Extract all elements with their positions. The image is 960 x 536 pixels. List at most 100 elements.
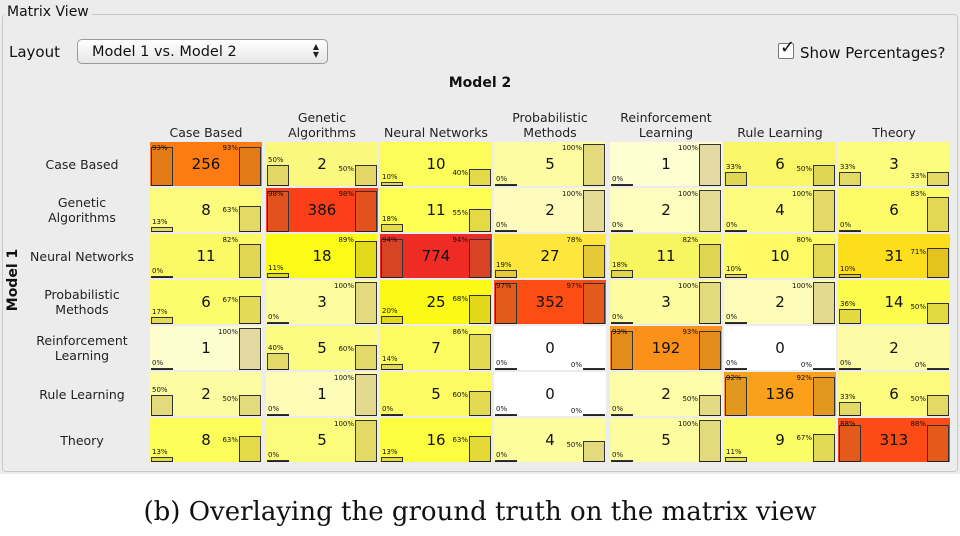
matrix-cell[interactable]: 0% 100% 5: [266, 418, 378, 462]
cell-count: 313: [879, 431, 909, 449]
matrix-cell[interactable]: 88% 88% 313: [838, 418, 950, 462]
matrix-cell[interactable]: 11% 67% 9: [724, 418, 836, 462]
matrix-cell[interactable]: 0% 100% 2: [494, 188, 606, 232]
left-percentage-label: 36%: [840, 300, 856, 308]
matrix-cell[interactable]: 0% 83% 6: [838, 188, 950, 232]
right-percentage-label: 100%: [333, 374, 354, 382]
cell-count: 386: [307, 201, 337, 219]
matrix-cell[interactable]: 13% 63% 16: [380, 418, 492, 462]
right-percentage-bar: [813, 434, 835, 462]
row-header: Genetic Algorithms: [48, 195, 116, 225]
right-percentage-label: 60%: [452, 391, 468, 399]
right-percentage-bar: [699, 331, 721, 370]
matrix-cell[interactable]: 36% 50% 14: [838, 280, 950, 324]
cell-count: 8: [201, 201, 211, 219]
left-percentage-bar: [611, 322, 633, 324]
matrix-cell[interactable]: 0% 100% 3: [610, 280, 722, 324]
left-percentage-bar: [267, 165, 289, 186]
matrix-cell[interactable]: 10% 80% 10: [724, 234, 836, 278]
matrix-cell[interactable]: 0% 100% 1: [266, 372, 378, 416]
right-percentage-label: 100%: [791, 190, 812, 198]
matrix-cell[interactable]: 92% 92% 136: [724, 372, 836, 416]
column-header: Genetic Algorithms: [288, 110, 356, 140]
right-percentage-label: 80%: [796, 236, 812, 244]
matrix-cell[interactable]: 0% 0% 0: [494, 326, 606, 370]
show-percentages-checkbox[interactable]: ✓: [778, 38, 795, 59]
cell-count: 0: [545, 385, 555, 403]
matrix-cell[interactable]: 33% 50% 6: [838, 372, 950, 416]
matrix-cell[interactable]: 20% 68% 25: [380, 280, 492, 324]
show-percentages-label[interactable]: Show Percentages?: [800, 44, 946, 62]
right-percentage-bar: [927, 368, 949, 370]
matrix-cell[interactable]: 14% 86% 7: [380, 326, 492, 370]
matrix-cell[interactable]: 0% 50% 4: [494, 418, 606, 462]
left-percentage-label: 93%: [152, 144, 168, 152]
matrix-cell[interactable]: 0% 60% 5: [380, 372, 492, 416]
matrix-cell[interactable]: 0% 0% 0: [494, 372, 606, 416]
matrix-cell[interactable]: 0% 100% 1: [150, 326, 262, 370]
cell-count: 2: [775, 293, 785, 311]
cell-count: 2: [545, 201, 555, 219]
left-percentage-label: 50%: [152, 386, 168, 394]
matrix-cell[interactable]: 0% 82% 11: [150, 234, 262, 278]
row-axis-label: Model 1: [5, 248, 21, 312]
right-percentage-label: 88%: [910, 420, 926, 428]
matrix-cell[interactable]: 93% 93% 256: [150, 142, 262, 186]
matrix-cell[interactable]: 0% 100% 2: [724, 280, 836, 324]
right-percentage-bar: [355, 191, 377, 232]
matrix-cell[interactable]: 0% 0% 0: [724, 326, 836, 370]
cell-count: 10: [770, 247, 790, 265]
matrix-cell[interactable]: 33% 33% 3: [838, 142, 950, 186]
left-percentage-label: 33%: [840, 393, 856, 401]
matrix-cell[interactable]: 0% 100% 2: [610, 188, 722, 232]
right-percentage-label: 78%: [566, 236, 582, 244]
left-percentage-bar: [151, 227, 173, 232]
matrix-cell[interactable]: 0% 100% 5: [610, 418, 722, 462]
left-percentage-label: 0%: [496, 451, 508, 459]
right-percentage-bar: [239, 436, 261, 462]
left-percentage-bar: [725, 274, 747, 278]
matrix-cell[interactable]: 50% 50% 2: [150, 372, 262, 416]
right-percentage-label: 50%: [338, 165, 354, 173]
matrix-cell[interactable]: 0% 100% 5: [494, 142, 606, 186]
cell-count: 5: [431, 385, 441, 403]
layout-select[interactable]: Model 1 vs. Model 2 ▲ ▼: [77, 39, 328, 64]
matrix-view-group: [2, 14, 958, 472]
right-percentage-label: 92%: [796, 374, 812, 382]
matrix-cell[interactable]: 0% 100% 3: [266, 280, 378, 324]
left-percentage-bar: [725, 457, 747, 462]
column-header: Rule Learning: [737, 125, 823, 140]
matrix-cell[interactable]: 13% 63% 8: [150, 418, 262, 462]
matrix-cell[interactable]: 94% 94% 774: [380, 234, 492, 278]
matrix-cell[interactable]: 10% 40% 10: [380, 142, 492, 186]
matrix-cell[interactable]: 93% 93% 192: [610, 326, 722, 370]
matrix-cell[interactable]: 13% 63% 8: [150, 188, 262, 232]
matrix-cell[interactable]: 0% 100% 4: [724, 188, 836, 232]
left-percentage-bar: [495, 414, 517, 416]
cell-count: 6: [889, 385, 899, 403]
matrix-cell[interactable]: 0% 100% 1: [610, 142, 722, 186]
matrix-cell[interactable]: 11% 89% 18: [266, 234, 378, 278]
matrix-cell[interactable]: 97% 97% 352: [494, 280, 606, 324]
right-percentage-bar: [355, 282, 377, 324]
right-percentage-label: 100%: [333, 420, 354, 428]
matrix-cell[interactable]: 19% 78% 27: [494, 234, 606, 278]
cell-count: 2: [661, 201, 671, 219]
matrix-cell[interactable]: 18% 55% 11: [380, 188, 492, 232]
matrix-cell[interactable]: 40% 60% 5: [266, 326, 378, 370]
matrix-cell[interactable]: 18% 82% 11: [610, 234, 722, 278]
matrix-cell[interactable]: 33% 50% 6: [724, 142, 836, 186]
matrix-cell[interactable]: 10% 71% 31: [838, 234, 950, 278]
matrix-cell[interactable]: 98% 98% 386: [266, 188, 378, 232]
right-percentage-bar: [469, 169, 491, 186]
left-percentage-bar: [839, 309, 861, 324]
matrix-cell[interactable]: 0% 0% 2: [838, 326, 950, 370]
matrix-cell[interactable]: 17% 67% 6: [150, 280, 262, 324]
right-percentage-bar: [583, 245, 605, 278]
matrix-cell[interactable]: 50% 50% 2: [266, 142, 378, 186]
left-percentage-label: 17%: [152, 308, 168, 316]
cell-count: 1: [661, 155, 671, 173]
matrix-cell[interactable]: 0% 50% 2: [610, 372, 722, 416]
right-percentage-label: 100%: [217, 328, 238, 336]
right-percentage-label: 60%: [338, 345, 354, 353]
